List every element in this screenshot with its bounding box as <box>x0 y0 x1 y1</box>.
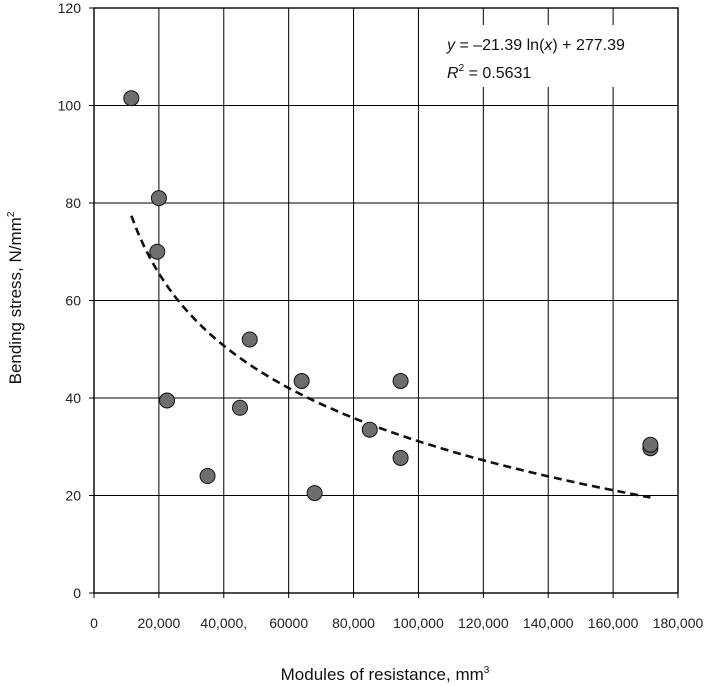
x-tick-label: 20,000 <box>137 615 180 631</box>
equation-box-background <box>428 25 666 87</box>
x-tick-label: 60000 <box>269 615 308 631</box>
y-tick-label: 0 <box>73 585 81 601</box>
data-point <box>241 331 258 348</box>
data-point <box>150 190 167 207</box>
data-point <box>293 372 310 389</box>
data-point <box>123 90 140 107</box>
x-tick-label: 120,000 <box>458 615 509 631</box>
grid <box>94 8 678 593</box>
y-tick-label: 40 <box>65 390 81 406</box>
data-point <box>642 436 659 453</box>
data-point <box>392 449 409 466</box>
y-tick-label: 60 <box>65 293 81 309</box>
data-points <box>123 90 659 502</box>
x-axis-ticks: 0 20,000 40,000, 60000 80,000 100,000 120,000 1… <box>90 593 704 631</box>
x-tick-label: 160,000 <box>588 615 639 631</box>
y-axis-ticks: 0 20 40 60 80 100 120 <box>58 0 94 601</box>
data-point <box>361 421 378 438</box>
data-point <box>306 485 323 502</box>
x-tick-label: 80,000 <box>332 615 375 631</box>
x-axis-title: Modules of resistance, mm3 <box>281 665 490 684</box>
data-point <box>159 392 175 409</box>
x-tick-label: 180,000 <box>653 615 704 631</box>
y-tick-label: 100 <box>58 98 82 114</box>
y-tick-label: 80 <box>65 195 81 211</box>
trendline-equation: y = –21.39 ln(x) + 277.39 <box>446 37 625 54</box>
y-tick-label: 20 <box>65 488 81 504</box>
y-axis-title: Bending stress, N/mm2 <box>6 211 25 384</box>
r-squared-label: R2 = 0.5631 <box>447 63 531 82</box>
x-tick-label: 0 <box>90 615 98 631</box>
x-tick-label: 40,000, <box>200 615 247 631</box>
data-point <box>232 399 248 416</box>
data-point <box>149 243 166 260</box>
y-tick-label: 120 <box>58 0 82 16</box>
x-tick-label: 100,000 <box>393 615 444 631</box>
data-point <box>199 468 216 484</box>
data-point <box>392 372 409 389</box>
x-tick-label: 140,000 <box>523 615 574 631</box>
